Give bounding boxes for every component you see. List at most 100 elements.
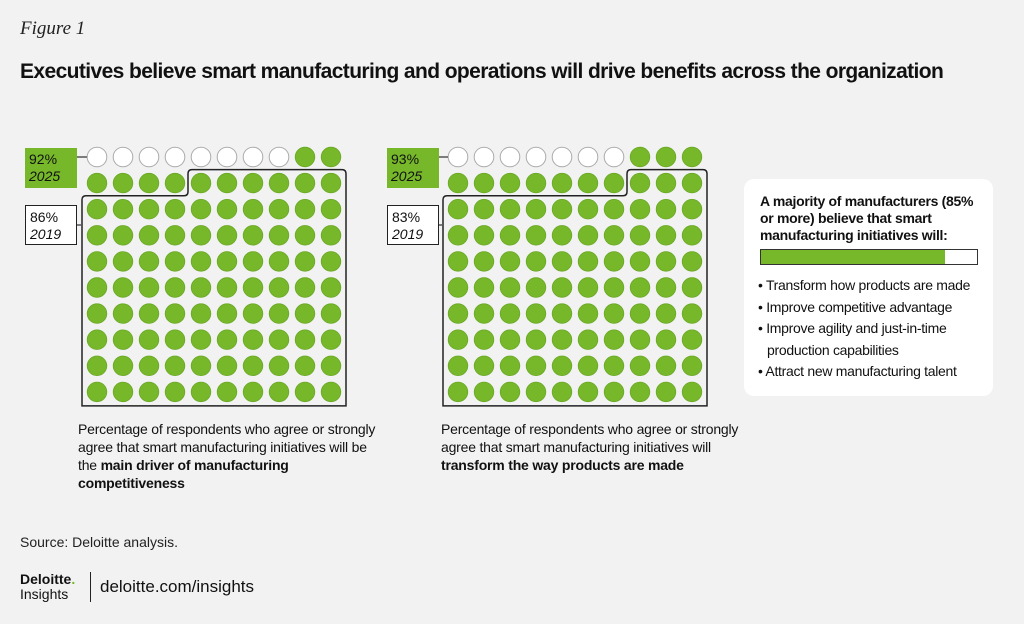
- filled-dot: [655, 172, 677, 194]
- panel-progress-bar: [760, 249, 978, 265]
- filled-dot: [681, 172, 703, 194]
- filled-dot: [138, 251, 160, 272]
- empty-dot: [551, 146, 573, 168]
- filled-dot: [242, 277, 264, 298]
- filled-dot: [681, 225, 703, 246]
- filled-dot: [268, 303, 290, 324]
- filled-dot: [525, 329, 547, 350]
- filled-dot: [138, 381, 160, 403]
- filled-dot: [294, 277, 316, 298]
- summary-panel: A majority of manufacturers (85% or more…: [744, 179, 993, 396]
- filled-dot: [268, 329, 290, 350]
- filled-dot: [655, 381, 677, 403]
- list-item: • Improve agility and just-in-time produ…: [758, 320, 947, 358]
- filled-dot: [268, 355, 290, 377]
- empty-dot: [499, 146, 521, 168]
- filled-dot: [216, 329, 238, 350]
- filled-dot: [216, 381, 238, 403]
- list-item: • Improve competitive advantage: [758, 298, 953, 315]
- filled-dot: [577, 225, 599, 246]
- filled-dot: [473, 381, 495, 403]
- filled-dot: [629, 251, 651, 272]
- caption-chart1: Percentage of respondents who agree or s…: [78, 421, 376, 491]
- filled-dot: [577, 381, 599, 403]
- filled-dot: [320, 198, 342, 220]
- filled-dot: [112, 172, 134, 194]
- filled-dot: [629, 381, 651, 403]
- filled-dot: [655, 146, 677, 168]
- filled-dot: [551, 277, 573, 298]
- filled-dot: [112, 198, 134, 220]
- filled-dot: [473, 303, 495, 324]
- empty-dot: [473, 146, 495, 168]
- filled-dot: [603, 172, 625, 194]
- filled-dot: [112, 225, 134, 246]
- filled-dot: [681, 303, 703, 324]
- filled-dot: [551, 198, 573, 220]
- filled-dot: [629, 355, 651, 377]
- insights-logo: Insights: [20, 586, 69, 602]
- panel-list: • Transform how products are made • Impr…: [758, 275, 987, 383]
- filled-dot: [473, 198, 495, 220]
- deloitte-logo: Deloitte.: [20, 571, 76, 587]
- filled-dot: [86, 303, 108, 324]
- filled-dot: [473, 329, 495, 350]
- filled-dot: [681, 146, 703, 168]
- site-link[interactable]: deloitte.com/insights: [100, 577, 255, 596]
- empty-dot: [268, 146, 290, 168]
- filled-dot: [629, 198, 651, 220]
- filled-dot: [681, 355, 703, 377]
- filled-dot: [603, 355, 625, 377]
- filled-dot: [86, 381, 108, 403]
- filled-dot: [655, 329, 677, 350]
- filled-dot: [242, 172, 264, 194]
- chart-title: Executives believe smart manufacturing a…: [20, 60, 944, 83]
- filled-dot: [268, 277, 290, 298]
- panel-progress-fill: [761, 250, 945, 264]
- filled-dot: [447, 381, 469, 403]
- filled-dot: [551, 355, 573, 377]
- filled-dot: [681, 329, 703, 350]
- filled-dot: [112, 381, 134, 403]
- panel-title: A majority of manufacturers (85% or more…: [760, 193, 974, 243]
- filled-dot: [629, 146, 651, 168]
- filled-dot: [551, 381, 573, 403]
- filled-dot: [681, 381, 703, 403]
- filled-dot: [681, 198, 703, 220]
- filled-dot: [603, 303, 625, 324]
- filled-dot: [525, 381, 547, 403]
- filled-dot: [294, 172, 316, 194]
- filled-dot: [320, 277, 342, 298]
- empty-dot: [164, 146, 186, 168]
- filled-dot: [164, 355, 186, 377]
- filled-dot: [190, 355, 212, 377]
- filled-dot: [320, 172, 342, 194]
- filled-dot: [577, 172, 599, 194]
- filled-dot: [499, 355, 521, 377]
- filled-dot: [447, 225, 469, 246]
- filled-dot: [447, 329, 469, 350]
- filled-dot: [190, 251, 212, 272]
- empty-dot: [447, 146, 469, 168]
- filled-dot: [242, 329, 264, 350]
- filled-dot: [294, 381, 316, 403]
- filled-dot: [525, 198, 547, 220]
- filled-dot: [525, 355, 547, 377]
- filled-dot: [499, 172, 521, 194]
- filled-dot: [320, 225, 342, 246]
- filled-dot: [190, 277, 212, 298]
- filled-dot: [551, 329, 573, 350]
- filled-dot: [655, 251, 677, 272]
- filled-dot: [499, 198, 521, 220]
- filled-dot: [268, 225, 290, 246]
- filled-dot: [655, 303, 677, 324]
- filled-dot: [551, 251, 573, 272]
- filled-dot: [447, 251, 469, 272]
- filled-dot: [138, 172, 160, 194]
- filled-dot: [164, 198, 186, 220]
- filled-dot: [499, 225, 521, 246]
- filled-dot: [681, 277, 703, 298]
- filled-dot: [294, 251, 316, 272]
- filled-dot: [551, 303, 573, 324]
- list-item: • Attract new manufacturing talent: [758, 363, 957, 379]
